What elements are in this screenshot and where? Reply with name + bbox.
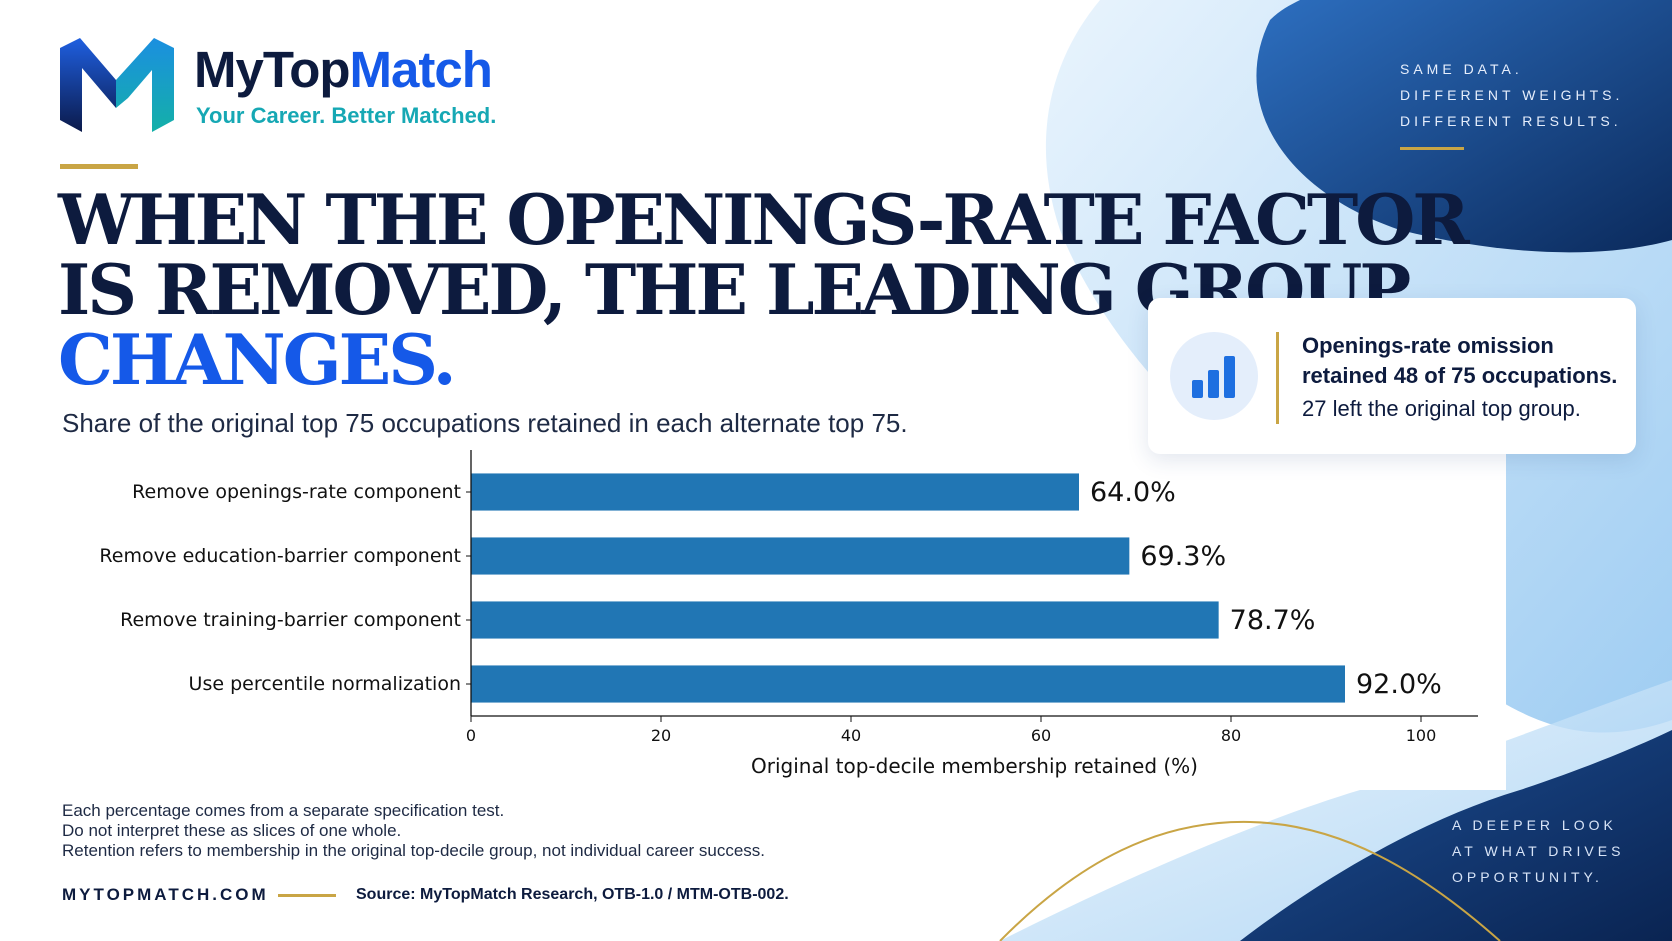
footnotes: Each percentage comes from a separate sp… bbox=[62, 801, 765, 861]
category-label: Use percentile normalization bbox=[189, 673, 461, 695]
page-title: WHEN THE OPENINGS-RATE FACTOR IS REMOVED… bbox=[58, 180, 1470, 401]
brand-name: MyTopMatch bbox=[194, 40, 493, 100]
bar bbox=[471, 473, 1079, 511]
chart-subtitle: Share of the original top 75 occupations… bbox=[62, 408, 908, 438]
footer-source: Source: MyTopMatch Research, OTB-1.0 / M… bbox=[356, 886, 789, 903]
footnote: Retention refers to membership in the or… bbox=[62, 841, 766, 860]
mytopmatch-logo bbox=[60, 38, 174, 132]
category-label: Remove openings-rate component bbox=[132, 481, 461, 503]
callout-line-2: retained 48 of 75 occupations. bbox=[1302, 363, 1618, 388]
data-label: 92.0% bbox=[1356, 669, 1442, 700]
side-tagline-bottom: A DEEPER LOOK AT WHAT DRIVES OPPORTUNITY… bbox=[1452, 812, 1624, 890]
data-label: 69.3% bbox=[1140, 541, 1226, 572]
brand-tagline: Your Career. Better Matched. bbox=[196, 103, 497, 128]
side-bottom-line: AT WHAT DRIVES bbox=[1452, 843, 1625, 859]
callout-line-3: 27 left the original top group. bbox=[1302, 396, 1581, 421]
side-top-line: DIFFERENT WEIGHTS. bbox=[1400, 87, 1624, 103]
category-label: Remove education-barrier component bbox=[99, 545, 461, 567]
x-tick-label: 100 bbox=[1406, 726, 1437, 745]
x-tick-label: 60 bbox=[1031, 726, 1051, 745]
x-axis-label: Original top-decile membership retained … bbox=[751, 754, 1198, 778]
bar bbox=[471, 601, 1219, 639]
callout-line-1: Openings-rate omission bbox=[1302, 333, 1554, 358]
callout-text: Openings-rate omission retained 48 of 75… bbox=[1302, 331, 1617, 424]
title-line-1: WHEN THE OPENINGS-RATE FACTOR bbox=[58, 180, 1470, 261]
callout-card: Openings-rate omission retained 48 of 75… bbox=[1148, 298, 1636, 454]
x-tick-label: 20 bbox=[651, 726, 671, 745]
footer-rule bbox=[278, 894, 336, 897]
data-label: 64.0% bbox=[1090, 477, 1176, 508]
brand-name-part1: MyTop bbox=[194, 41, 351, 98]
bar bbox=[471, 665, 1345, 703]
side-bottom-line: A DEEPER LOOK bbox=[1452, 817, 1617, 833]
side-bottom-line: OPPORTUNITY. bbox=[1452, 869, 1603, 885]
side-top-line: DIFFERENT RESULTS. bbox=[1400, 113, 1622, 129]
bar-chart-icon bbox=[1170, 332, 1258, 420]
callout-divider bbox=[1276, 332, 1279, 424]
title-line-3: CHANGES. bbox=[58, 320, 457, 401]
bar bbox=[471, 537, 1130, 575]
footer-site-link[interactable]: MYTOPMATCH.COM bbox=[62, 885, 269, 904]
brand-name-part2: Match bbox=[349, 41, 493, 98]
category-label: Remove training-barrier component bbox=[120, 609, 461, 631]
data-label: 78.7% bbox=[1230, 605, 1316, 636]
x-tick-label: 40 bbox=[841, 726, 861, 745]
x-tick-label: 80 bbox=[1221, 726, 1241, 745]
side-top-line: SAME DATA. bbox=[1400, 61, 1523, 77]
footnote: Each percentage comes from a separate sp… bbox=[62, 801, 505, 820]
footnote: Do not interpret these as slices of one … bbox=[62, 821, 402, 840]
accent-rule bbox=[60, 164, 138, 169]
side-tagline-top: SAME DATA. DIFFERENT WEIGHTS. DIFFERENT … bbox=[1400, 56, 1623, 134]
bar-chart: Remove openings-rate component 64.0% Remov… bbox=[99, 450, 1478, 778]
x-tick-label: 0 bbox=[466, 726, 476, 745]
side-accent-rule bbox=[1400, 147, 1464, 150]
title-line-2: IS REMOVED, THE LEADING GROUP bbox=[58, 250, 1411, 331]
